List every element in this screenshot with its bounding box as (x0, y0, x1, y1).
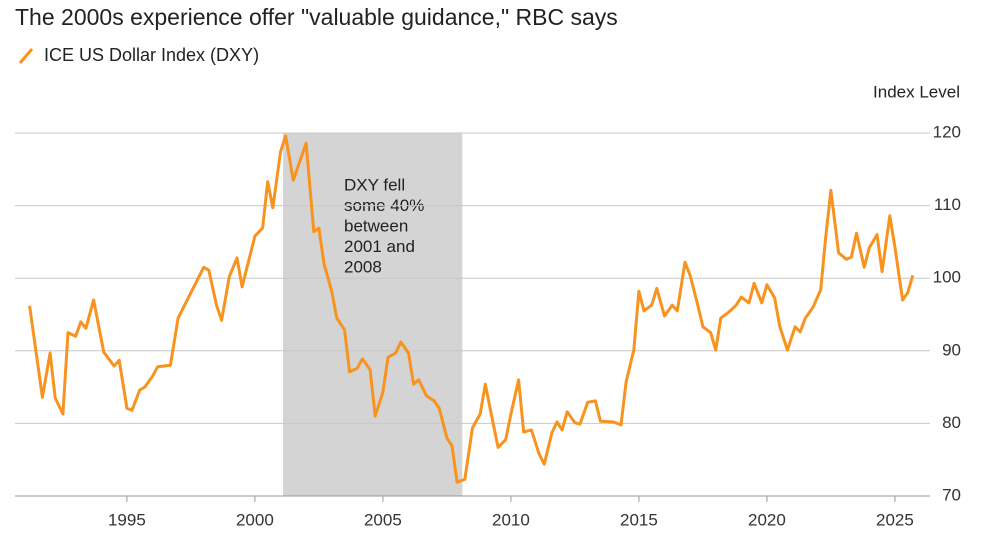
y-tick-label: 90 (942, 340, 961, 359)
y-tick-label: 120 (933, 122, 961, 141)
x-tick-label: 1995 (108, 510, 146, 529)
y-tick-label: 110 (934, 195, 961, 214)
y-tick-label: 80 (942, 413, 961, 432)
x-tick-label: 2025 (876, 510, 914, 529)
x-tick-label: 2000 (236, 510, 274, 529)
x-tick-label: 2005 (364, 510, 402, 529)
annotation: between (344, 216, 408, 235)
legend-swatch (18, 48, 34, 64)
x-tick-label: 2020 (748, 510, 786, 529)
y-axis-label: Index Level (873, 82, 960, 101)
y-tick-label: 100 (933, 268, 961, 287)
legend-label: ICE US Dollar Index (DXY) (44, 45, 259, 65)
annotation: 2001 and (344, 237, 415, 256)
x-tick-label: 2010 (492, 510, 530, 529)
line-series (28, 134, 915, 484)
shaded-region (283, 133, 463, 496)
x-tick-label: 2015 (620, 510, 658, 529)
y-tick-label: 70 (942, 485, 961, 504)
annotation: 2008 (344, 257, 382, 276)
annotation: DXY fell (344, 175, 405, 194)
chart-title: The 2000s experience offer "valuable gui… (15, 4, 618, 30)
